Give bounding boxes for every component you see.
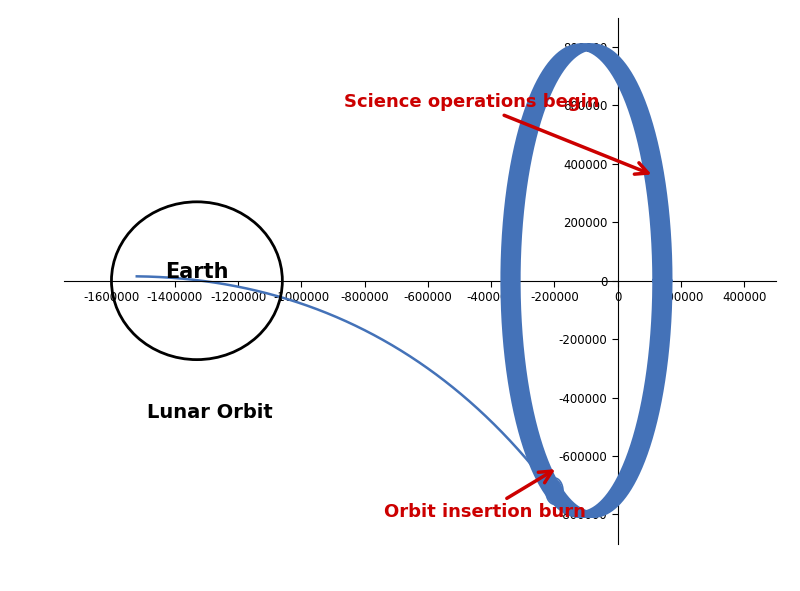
Text: Science operations begin: Science operations begin [345,93,648,174]
Text: Earth: Earth [165,262,229,282]
Text: Orbit insertion burn: Orbit insertion burn [384,471,586,521]
Text: Lunar Orbit: Lunar Orbit [146,402,273,422]
